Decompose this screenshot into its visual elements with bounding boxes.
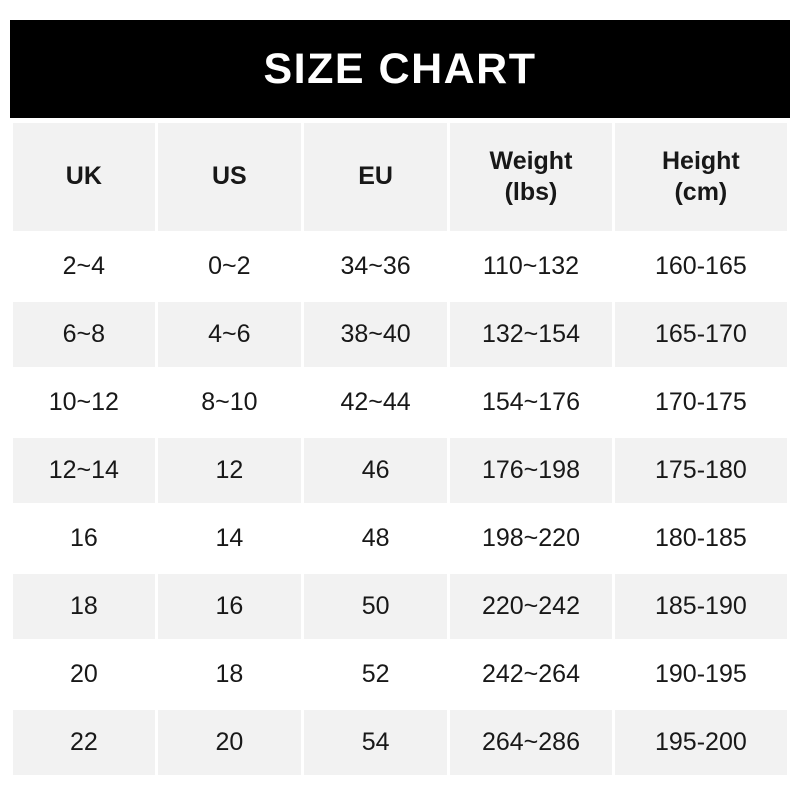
cell-height: 170-175 [614,370,787,435]
cell-eu: 52 [303,642,448,707]
cell-us: 16 [157,574,301,639]
cell-weight: 220~242 [450,574,612,639]
table-row: 18 16 50 220~242 185-190 [13,574,787,639]
cell-uk: 6~8 [13,302,155,367]
column-header-height-unit: (cm) [674,178,728,206]
table-row: 16 14 48 198~220 180-185 [13,506,787,571]
table-row: 22 20 54 264~286 195-200 [13,710,787,775]
cell-weight: 110~132 [450,234,612,299]
cell-us: 0~2 [157,234,301,299]
table-header-row: UK US EU Weight (lbs) Height (cm) [13,123,787,231]
cell-height: 175-180 [614,438,787,503]
page-title: SIZE CHART [263,44,537,93]
cell-uk: 22 [13,710,155,775]
cell-height: 165-170 [614,302,787,367]
cell-us: 20 [157,710,301,775]
table-header: UK US EU Weight (lbs) Height (cm) [13,123,787,231]
cell-uk: 18 [13,574,155,639]
cell-height: 190-195 [614,642,787,707]
table-row: 6~8 4~6 38~40 132~154 165-170 [13,302,787,367]
cell-uk: 10~12 [13,370,155,435]
cell-eu: 50 [303,574,448,639]
cell-weight: 264~286 [450,710,612,775]
cell-weight: 198~220 [450,506,612,571]
table-row: 2~4 0~2 34~36 110~132 160-165 [13,234,787,299]
column-header-eu-label: EU [358,162,393,191]
cell-uk: 20 [13,642,155,707]
cell-uk: 12~14 [13,438,155,503]
table-row: 12~14 12 46 176~198 175-180 [13,438,787,503]
cell-eu: 34~36 [303,234,448,299]
cell-height: 180-185 [614,506,787,571]
cell-height: 185-190 [614,574,787,639]
column-header-weight-label: Weight [489,146,573,175]
column-header-height: Height (cm) [614,123,787,231]
column-header-eu: EU [303,123,448,231]
cell-uk: 16 [13,506,155,571]
column-header-weight-unit: (lbs) [504,178,558,206]
size-chart-table: UK US EU Weight (lbs) Height (cm) [10,120,790,778]
cell-uk: 2~4 [13,234,155,299]
cell-us: 14 [157,506,301,571]
cell-us: 18 [157,642,301,707]
cell-eu: 48 [303,506,448,571]
cell-eu: 42~44 [303,370,448,435]
table-row: 20 18 52 242~264 190-195 [13,642,787,707]
column-header-height-label: Height [661,146,740,175]
column-header-us: US [157,123,301,231]
cell-us: 12 [157,438,301,503]
cell-weight: 242~264 [450,642,612,707]
table-row: 10~12 8~10 42~44 154~176 170-175 [13,370,787,435]
column-header-us-label: US [211,162,247,191]
column-header-uk-label: UK [65,162,102,191]
cell-weight: 176~198 [450,438,612,503]
cell-eu: 46 [303,438,448,503]
column-header-weight: Weight (lbs) [450,123,612,231]
cell-eu: 54 [303,710,448,775]
cell-us: 8~10 [157,370,301,435]
column-header-uk: UK [13,123,155,231]
table-body: 2~4 0~2 34~36 110~132 160-165 6~8 4~6 38… [13,234,787,775]
cell-eu: 38~40 [303,302,448,367]
cell-height: 160-165 [614,234,787,299]
cell-us: 4~6 [157,302,301,367]
cell-weight: 154~176 [450,370,612,435]
cell-weight: 132~154 [450,302,612,367]
cell-height: 195-200 [614,710,787,775]
title-banner: SIZE CHART [10,20,790,118]
